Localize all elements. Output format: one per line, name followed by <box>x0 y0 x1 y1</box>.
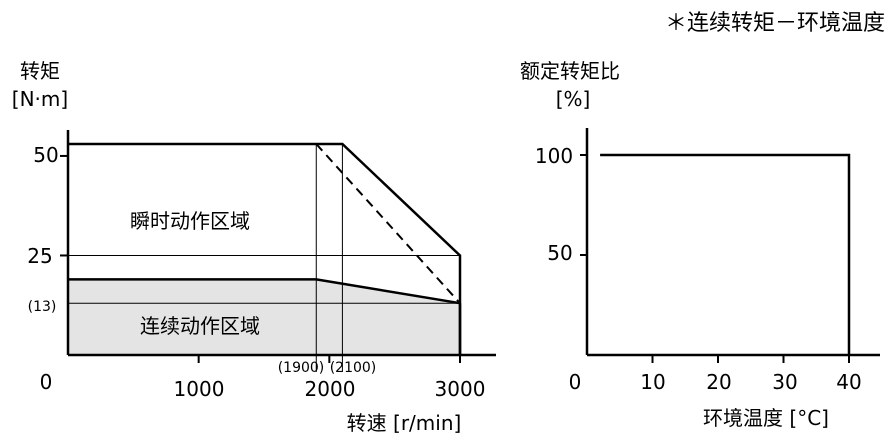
torque-temperature-chart: 额定转矩比 [%] 0 10 20 30 40 100 50 环境温度 [°C] <box>520 59 880 430</box>
right-x-tick-label-30: 30 <box>772 370 797 394</box>
left-x-tick-label-3000: 3000 <box>435 377 486 401</box>
left-y-ref-label-13: (13) <box>28 299 57 315</box>
figure-note: ＊连续转矩－环境温度 <box>665 11 885 36</box>
region-label-instantaneous: 瞬时动作区域 <box>130 209 250 233</box>
left-x-tick-label-1000: 1000 <box>174 377 225 401</box>
torque-speed-chart: 转矩 [N·m] 0 1000 2000 3000 50 25 (13) (19… <box>12 59 496 435</box>
right-ylabel-line2: [%] <box>556 87 591 111</box>
rated-torque-ratio-line <box>600 153 851 355</box>
left-xlabel: 转速 [r/min] <box>347 411 462 435</box>
left-y-tick-label-25: 25 <box>27 244 52 268</box>
right-ylabel-line1: 额定转矩比 <box>520 59 620 83</box>
right-x-tick-label-10: 10 <box>640 370 665 394</box>
left-ylabel-line1: 转矩 <box>20 59 60 83</box>
right-x-tick-label-20: 20 <box>706 370 731 394</box>
right-y-tick-label-50: 50 <box>547 241 572 265</box>
right-x-tick-label-0: 0 <box>569 370 582 394</box>
right-x-tick-label-40: 40 <box>836 370 861 394</box>
left-x-tick-label-2000: 2000 <box>305 377 356 401</box>
left-x-origin-label: 0 <box>40 370 53 394</box>
left-x-ref-label-2100: (2100) <box>330 360 377 376</box>
right-xlabel: 环境温度 [°C] <box>703 406 829 430</box>
left-x-ref-label-1900: (1900) <box>278 360 325 376</box>
right-y-tick-label-100: 100 <box>535 144 573 168</box>
continuous-boundary-line <box>68 278 461 305</box>
left-y-tick-label-50: 50 <box>33 143 58 167</box>
left-marks <box>60 142 462 372</box>
region-label-continuous: 连续动作区域 <box>140 314 260 338</box>
right-marks <box>580 153 851 363</box>
left-ylabel-line2: [N·m] <box>12 87 68 111</box>
continuous-region-fill <box>68 279 460 355</box>
dashed-boundary-line <box>315 143 461 304</box>
